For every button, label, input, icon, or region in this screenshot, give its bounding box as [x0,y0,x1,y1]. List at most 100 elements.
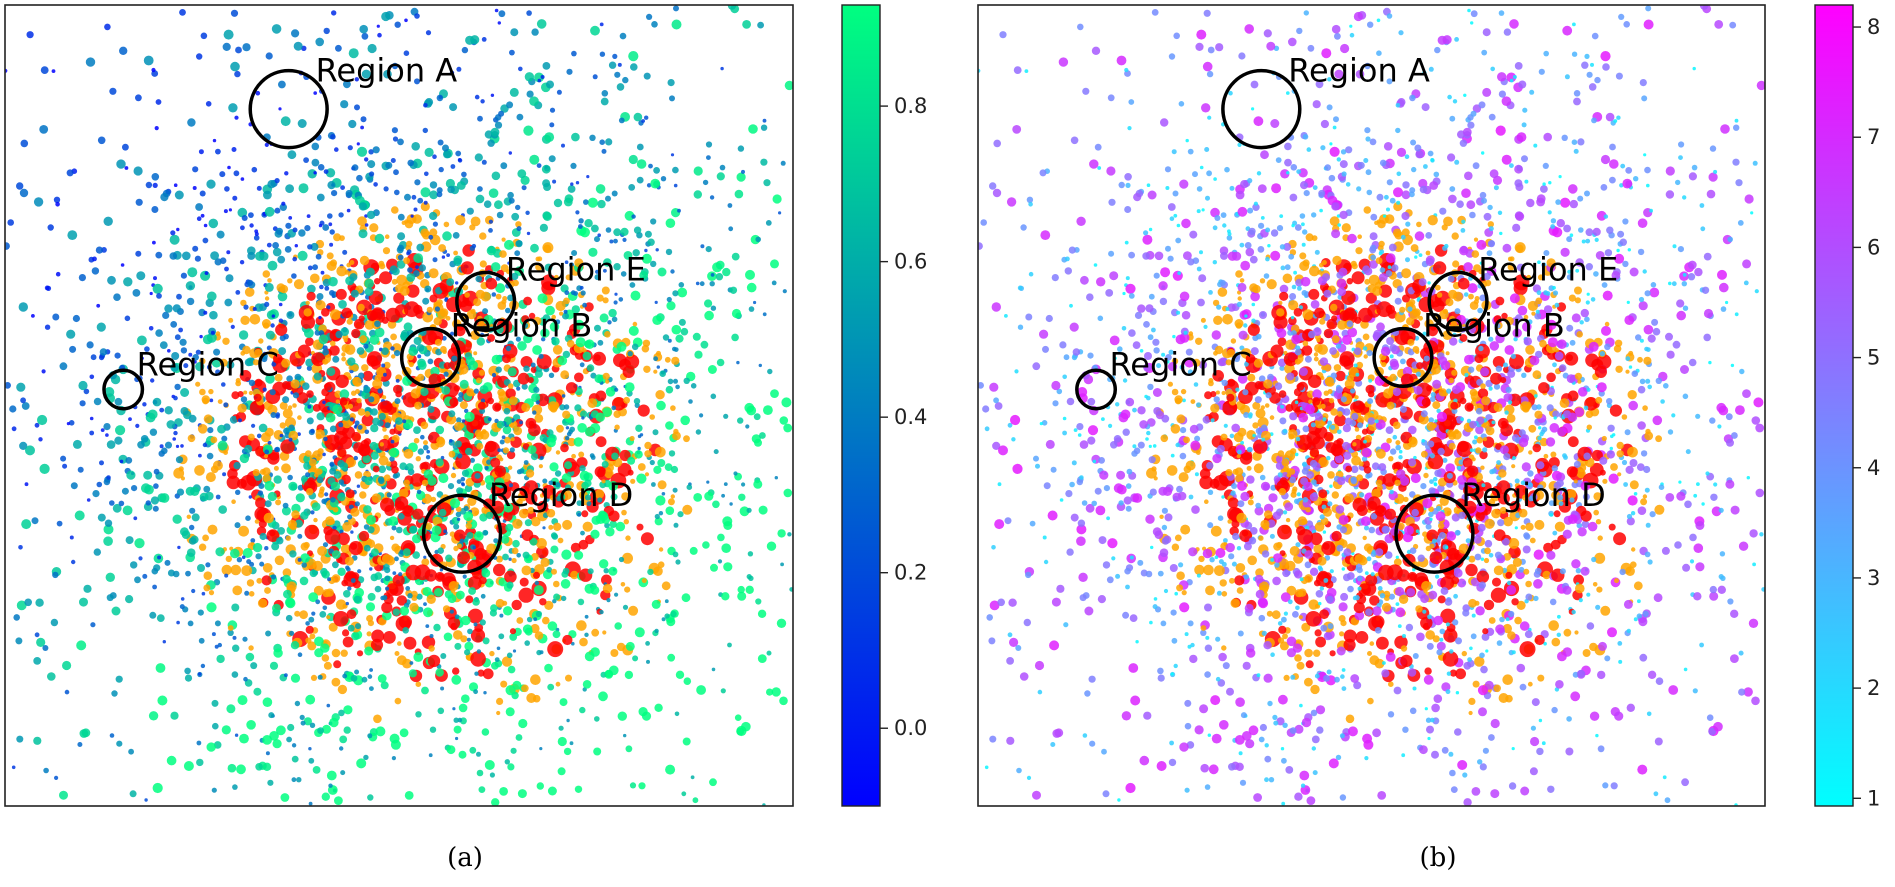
scatter-point [727,642,732,648]
scatter-point [1335,370,1346,382]
scatter-point [570,182,574,186]
scatter-point [1386,337,1395,345]
scatter-point [394,398,401,405]
scatter-point [646,659,650,664]
scatter-point [203,414,213,424]
scatter-point [373,714,382,724]
scatter-point [144,346,150,352]
scatter-point [507,261,511,265]
scatter-point [359,24,369,34]
scatter-point [425,455,431,460]
scatter-point [347,586,352,591]
scatter-point [1597,535,1603,541]
scatter-point [1276,717,1285,726]
scatter-point [1163,588,1169,594]
scatter-point [617,711,627,721]
scatter-point [620,582,626,587]
scatter-point [320,270,325,275]
scatter-point [366,615,374,622]
scatter-point [224,573,229,578]
scatter-point [567,185,576,193]
scatter-point [180,444,184,448]
scatter-point [673,522,679,528]
scatter-point [427,476,437,486]
scatter-point [621,509,627,516]
scatter-point [366,355,379,367]
scatter-point [533,617,538,622]
scatter-point [347,514,353,520]
scatter-point [315,316,325,326]
scatter-point [1286,91,1290,95]
scatter-point [1709,591,1719,601]
scatter-point [347,403,354,409]
scatter-point [712,500,720,509]
scatter-point [318,330,325,336]
scatter-point [430,366,440,377]
scatter-point [408,346,418,356]
scatter-point [1541,741,1546,746]
scatter-point [1315,636,1326,648]
scatter-point [405,564,422,581]
scatter-point [428,234,434,240]
scatter-point [159,493,170,503]
scatter-point [307,265,313,271]
scatter-point [1577,195,1584,202]
scatter-point [109,733,115,738]
scatter-point [522,551,530,559]
scatter-point [200,663,206,669]
scatter-point [551,337,560,346]
scatter-point [130,561,138,569]
scatter-point [641,578,647,584]
scatter-point [1342,451,1352,460]
scatter-point [565,674,572,682]
colorbar-tick-label: 0.4 [894,405,927,429]
scatter-point [264,500,272,508]
scatter-point [632,655,639,662]
scatter-point [459,379,469,389]
scatter-point [237,418,242,423]
scatter-point [350,542,358,550]
scatter-point [508,151,512,155]
scatter-point [1145,437,1149,441]
scatter-point [13,614,20,621]
scatter-point [757,21,764,29]
scatter-point [474,510,479,516]
scatter-point [1166,360,1170,364]
scatter-point [180,407,189,415]
scatter-point [1062,430,1067,436]
scatter-point [183,761,194,771]
scatter-point [364,278,374,289]
scatter-point [1122,378,1128,383]
scatter-point [477,115,483,122]
scatter-point [498,110,505,117]
scatter-point [511,272,519,281]
scatter-point [96,481,103,488]
scatter-point [1442,35,1452,45]
scatter-point [227,763,237,773]
scatter-point [198,543,207,551]
scatter-point [670,610,677,618]
scatter-point [1434,284,1441,291]
scatter-point [644,472,650,477]
scatter-point [174,190,184,200]
scatter-point [96,303,101,308]
scatter-point [394,500,405,512]
scatter-point [44,285,50,291]
scatter-point [603,258,612,267]
scatter-point [361,676,368,683]
colorbar-tick-label: 0.6 [894,250,927,274]
scatter-point [241,565,253,576]
scatter-point [104,23,111,31]
scatter-point [499,250,507,258]
scatter-point [416,489,422,495]
scatter-point [1369,641,1375,646]
scatter-point [675,670,685,679]
scatter-point [209,398,214,403]
scatter-point [702,541,710,549]
scatter-point [324,434,340,450]
scatter-point [486,543,497,554]
scatter-point [351,631,360,641]
scatter-point [404,18,408,23]
scatter-point [503,502,514,513]
scatter-point [394,556,399,562]
